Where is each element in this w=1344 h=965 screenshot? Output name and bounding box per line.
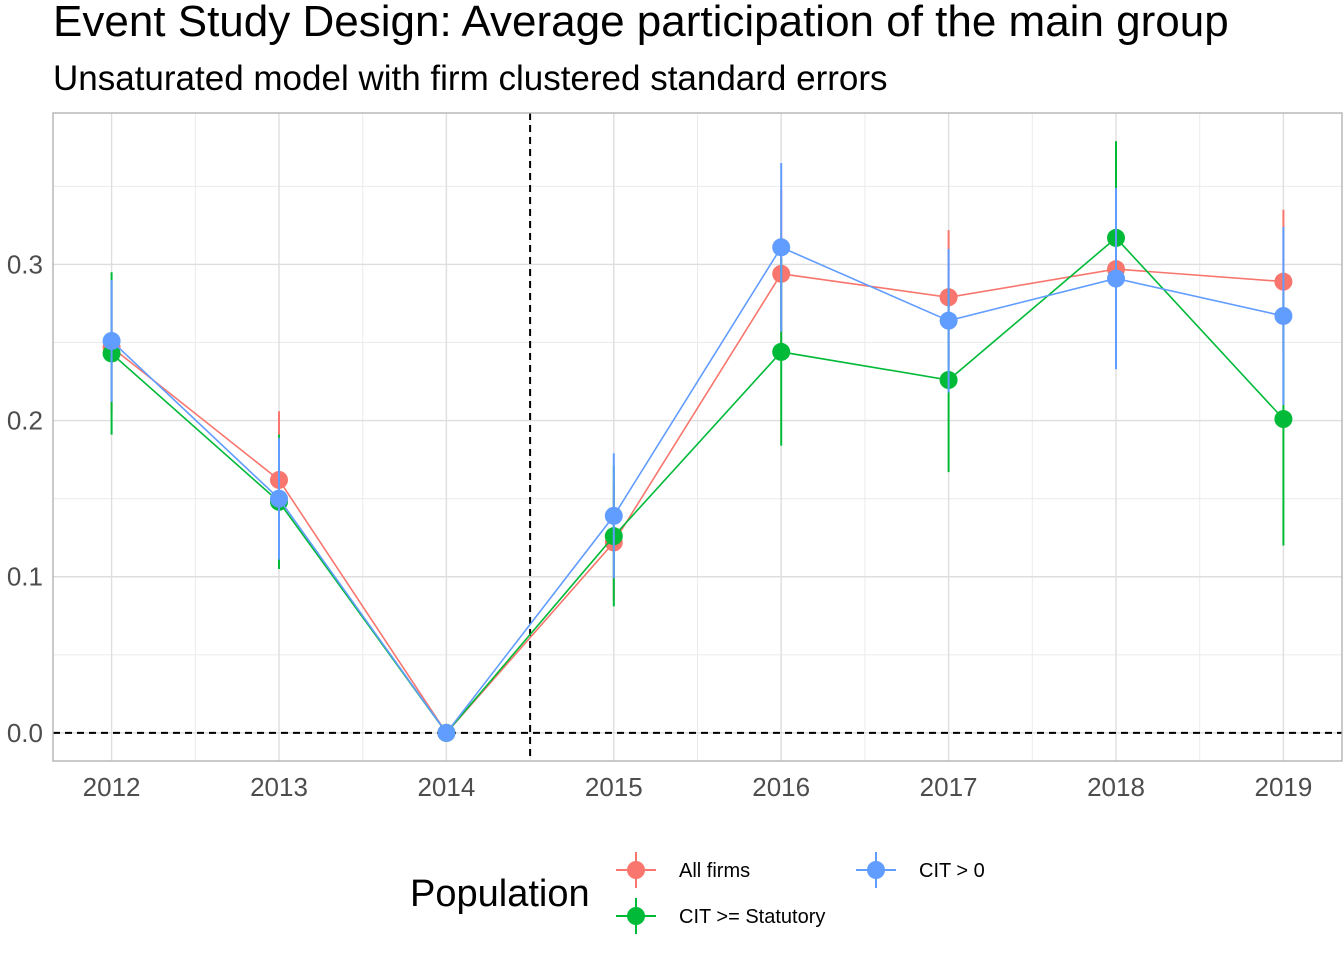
legend-label: CIT >= Statutory	[679, 906, 825, 928]
legend-key-point	[627, 907, 645, 925]
legend-label: CIT > 0	[919, 860, 985, 882]
legend-title: Population	[410, 873, 590, 915]
series-line	[111, 246, 1284, 735]
data-point	[102, 331, 121, 350]
data-point	[772, 238, 791, 257]
plot-area: 2012 2013 2014 2015 2016 2017 2018 2019 0.0 0.1 0.…	[7, 112, 1343, 802]
data-point	[437, 723, 456, 742]
y-tick-label: 0.1	[7, 562, 43, 592]
x-tick-label: 2015	[585, 772, 643, 802]
series-line	[111, 236, 1284, 735]
chart-title: Event Study Design: Average participatio…	[53, 0, 1229, 46]
data-point	[269, 489, 288, 508]
legend-key-point	[627, 861, 645, 879]
y-tick-label: 0.3	[7, 249, 43, 279]
y-tick-label: 0.2	[7, 406, 43, 436]
legend-item-all-firms: All firms	[616, 852, 750, 888]
data-point	[1274, 306, 1293, 325]
x-tick-label: 2017	[920, 772, 978, 802]
chart-subtitle: Unsaturated model with firm clustered st…	[53, 59, 888, 98]
legend-item-cit-statutory: CIT >= Statutory	[616, 898, 825, 934]
legend-item-cit-0: CIT > 0	[856, 852, 985, 888]
data-point	[1107, 269, 1126, 288]
series-line	[111, 268, 1284, 735]
x-tick-label: 2018	[1087, 772, 1145, 802]
data-point	[604, 506, 623, 525]
plot-border	[52, 112, 1343, 762]
data-point	[939, 311, 958, 330]
x-tick-label: 2012	[83, 772, 141, 802]
data-point	[772, 342, 791, 361]
y-tick-label: 0.0	[7, 718, 43, 748]
x-tick-label: 2014	[417, 772, 475, 802]
series-cit-0	[102, 162, 1293, 742]
legend-key-point	[867, 861, 885, 879]
legend-label: All firms	[679, 860, 750, 882]
legend: Population All firms CIT >= Statutory CIT …	[410, 852, 985, 934]
x-tick-label: 2019	[1254, 772, 1312, 802]
data-point	[1274, 410, 1293, 429]
x-tick-label: 2016	[752, 772, 810, 802]
x-tick-label: 2013	[250, 772, 308, 802]
